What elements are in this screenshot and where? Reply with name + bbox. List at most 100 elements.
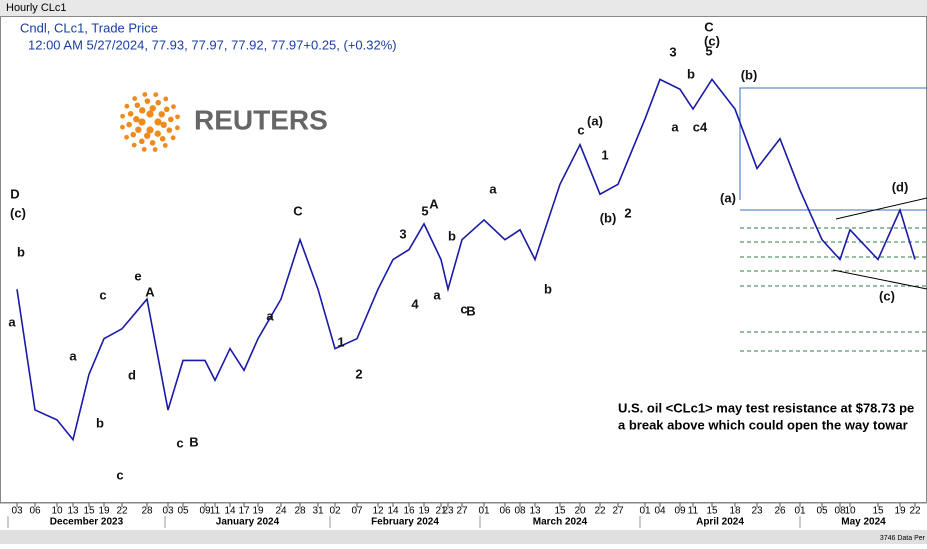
- logo-dot: [155, 99, 161, 106]
- logo-dot: [141, 147, 147, 152]
- x-tick-label: 16: [403, 506, 415, 517]
- x-tick-label: 06: [29, 506, 41, 517]
- logo-dot: [138, 118, 146, 126]
- wave-label: (a): [720, 190, 736, 205]
- wave-label: B: [189, 434, 198, 449]
- x-tick-label: 22: [909, 506, 921, 517]
- wave-label: c: [99, 287, 106, 302]
- wave-label: a: [266, 308, 274, 323]
- logo-dot: [120, 113, 125, 119]
- x-tick-label: 12: [372, 506, 384, 517]
- x-tick-label: 07: [351, 506, 363, 517]
- wave-label: 5: [421, 203, 428, 218]
- logo-dot: [146, 110, 154, 118]
- x-tick-label: 18: [729, 506, 741, 517]
- x-tick-label: 10: [844, 506, 856, 517]
- logo-dot: [152, 147, 158, 152]
- logo-dot: [131, 142, 137, 148]
- wave-label: (c): [10, 205, 26, 220]
- logo-dot: [135, 126, 142, 133]
- x-tick-label: 15: [872, 506, 884, 517]
- x-tick-label: 31: [312, 506, 324, 517]
- logo-dot: [132, 96, 138, 101]
- title-bar: [0, 0, 927, 16]
- logo-dot: [134, 102, 141, 109]
- x-tick-label: 15: [83, 506, 95, 517]
- x-tick-label: 01: [794, 506, 806, 517]
- x-tick-label: 14: [224, 506, 236, 517]
- wave-label: b: [448, 228, 456, 243]
- x-tick-label: 05: [177, 506, 189, 517]
- x-tick-label: 15: [706, 506, 718, 517]
- wave-label: 3: [669, 44, 676, 59]
- window-title: Hourly CLc1: [6, 2, 67, 14]
- x-tick-label: 15: [554, 506, 566, 517]
- logo-dot: [142, 92, 148, 97]
- month-label: February 2024: [371, 517, 439, 528]
- note: U.S. oil <CLc1> may test resistance at $…: [618, 400, 914, 415]
- logo-dot: [159, 135, 166, 142]
- x-tick-label: 13: [529, 506, 541, 517]
- x-tick-label: 05: [816, 506, 828, 517]
- logo-dot: [154, 130, 161, 137]
- wave-label: C: [293, 203, 303, 218]
- x-tick-label: 28: [141, 506, 153, 517]
- wave-label: B: [466, 303, 475, 318]
- logo-dot: [175, 114, 180, 120]
- price-line: [16, 77, 916, 442]
- logo-dot: [153, 92, 159, 97]
- x-tick-label: 09: [199, 506, 211, 517]
- x-tick-label: 08: [834, 506, 846, 517]
- wave-label: b: [544, 281, 552, 296]
- logo-dot: [133, 116, 140, 123]
- logo-dot: [163, 106, 170, 113]
- logo-dot: [149, 105, 156, 112]
- logo-dot: [168, 116, 174, 123]
- wave-label: 3: [399, 226, 406, 241]
- wave-label: b: [687, 66, 695, 81]
- plot-frame: [0, 16, 927, 503]
- wave-label: a: [8, 314, 16, 329]
- wave-label: 5: [705, 43, 712, 58]
- x-tick-label: 09: [674, 506, 686, 517]
- trend-line: [832, 269, 927, 290]
- logo-dot: [124, 134, 129, 140]
- wave-label: A: [429, 196, 439, 211]
- x-tick-label: 11: [210, 506, 221, 517]
- legend-line: Cndl, CLc1, Trade Price: [20, 20, 158, 35]
- logo-dot: [154, 118, 162, 126]
- logo-dot: [139, 138, 145, 145]
- wave-label: C: [704, 19, 714, 34]
- x-tick-label: 23: [442, 506, 454, 517]
- x-tick-label: 11: [688, 506, 699, 517]
- logo-dot: [139, 107, 146, 114]
- x-tick-label: 26: [774, 506, 786, 517]
- x-tick-label: 23: [751, 506, 763, 517]
- logo-dot: [124, 103, 130, 109]
- wave-label: A: [145, 284, 155, 299]
- x-tick-label: 27: [612, 506, 624, 517]
- reuters-logo: [120, 92, 180, 152]
- wave-label: 2: [624, 205, 631, 220]
- wave-label: b: [96, 415, 104, 430]
- wave-label: D: [10, 186, 19, 201]
- logo-dot: [144, 132, 151, 139]
- wave-label: c4: [693, 119, 708, 134]
- logo-text: REUTERS: [194, 104, 328, 135]
- wave-label: (c): [879, 288, 895, 303]
- wave-label: 4: [411, 296, 419, 311]
- x-tick-label: 17: [238, 506, 250, 517]
- x-tick-label: 22: [594, 506, 606, 517]
- logo-dot: [120, 124, 125, 130]
- fib-levels: [740, 227, 927, 352]
- x-tick-label: 01: [478, 506, 490, 517]
- logo-dot: [175, 125, 180, 131]
- x-tick-label: 06: [499, 506, 511, 517]
- logo-dot: [166, 127, 173, 133]
- status-bar: [0, 530, 927, 544]
- x-tick-label: 14: [387, 506, 399, 517]
- x-tick-label: 19: [894, 506, 906, 517]
- status: 3746 Data Per: [880, 535, 926, 542]
- month-label: January 2024: [216, 517, 280, 528]
- wave-label: c: [577, 122, 584, 137]
